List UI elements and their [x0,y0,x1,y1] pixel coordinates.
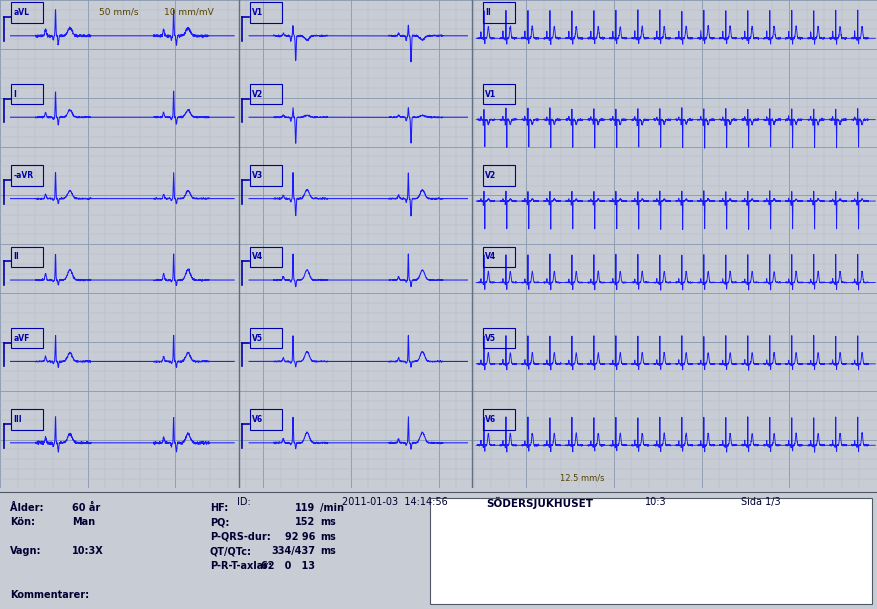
Text: 50 mm/s: 50 mm/s [98,7,139,16]
Bar [483,328,515,348]
Text: aVF: aVF [13,334,30,343]
Text: P-R-T-axlar:: P-R-T-axlar: [210,561,272,571]
Text: Sida 1/3: Sida 1/3 [741,497,781,507]
Bar [250,2,282,23]
Text: 12.5 mm/s: 12.5 mm/s [560,474,604,482]
Text: ms: ms [320,546,336,556]
Text: V5: V5 [485,334,496,343]
Bar [250,165,282,186]
Bar [430,498,872,604]
Text: II: II [485,8,491,17]
Bar [483,247,515,267]
Bar [483,409,515,430]
Bar [11,84,43,104]
Text: QT/QTc:: QT/QTc: [210,546,252,556]
Text: III: III [13,415,22,424]
Bar [250,409,282,430]
Text: SÖDERSJUKHUSET: SÖDERSJUKHUSET [487,497,594,509]
Text: Kön:: Kön: [10,518,35,527]
Text: 60 år: 60 år [72,503,100,513]
Text: 334/437: 334/437 [271,546,315,556]
Text: V2: V2 [485,171,496,180]
Text: ms: ms [320,518,336,527]
Text: 10 mm/mV: 10 mm/mV [164,7,213,16]
Bar [250,328,282,348]
Bar [483,165,515,186]
Bar [483,84,515,104]
Text: 119: 119 [295,503,315,513]
Text: 62   0   13: 62 0 13 [261,561,315,571]
Text: V1: V1 [252,8,263,17]
Text: PQ:: PQ: [210,518,230,527]
Text: /min: /min [320,503,344,513]
Bar [250,247,282,267]
Bar [11,165,43,186]
Text: Man: Man [72,518,95,527]
Text: V6: V6 [485,415,496,424]
Text: V3: V3 [252,171,263,180]
Text: V4: V4 [252,252,263,261]
Text: Vagn:: Vagn: [10,546,41,556]
Text: V5: V5 [252,334,263,343]
Text: 92 96: 92 96 [285,532,315,542]
Text: -aVR: -aVR [13,171,33,180]
Bar [11,2,43,23]
Text: aVL: aVL [13,8,29,17]
Text: 152: 152 [295,518,315,527]
Text: V1: V1 [485,90,496,99]
Text: ms: ms [320,532,336,542]
Text: HF:: HF: [210,503,228,513]
Text: II: II [13,252,19,261]
Text: 10:3: 10:3 [645,497,667,507]
Text: ID:: ID: [237,497,251,507]
Text: Ålder:: Ålder: [10,503,44,513]
Text: 10:3X: 10:3X [72,546,103,556]
Bar [11,328,43,348]
Bar [11,247,43,267]
Text: P-QRS-dur:: P-QRS-dur: [210,532,271,542]
Text: V4: V4 [485,252,496,261]
Text: I: I [13,90,16,99]
Text: V2: V2 [252,90,263,99]
Bar [483,2,515,23]
Text: 2011-01-03  14:14:56: 2011-01-03 14:14:56 [342,497,448,507]
Text: Kommentarer:: Kommentarer: [10,590,89,600]
Bar [11,409,43,430]
Text: V6: V6 [252,415,263,424]
Bar [250,84,282,104]
